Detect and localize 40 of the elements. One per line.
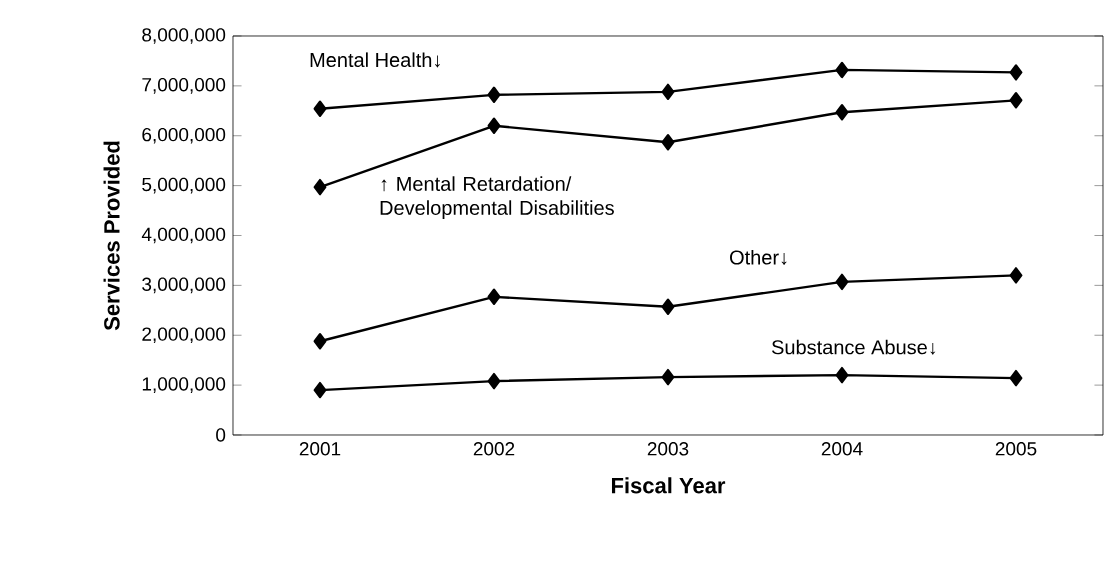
point xyxy=(835,61,849,79)
series-label: Substance Abuse↓ xyxy=(771,339,936,355)
point xyxy=(313,100,327,118)
point xyxy=(313,381,327,399)
y-tick-label: 6,000,000 xyxy=(142,127,226,144)
x-tick-label: 2003 xyxy=(647,442,689,456)
point xyxy=(487,372,501,390)
point xyxy=(661,298,675,316)
y-tick-label: 8,000,000 xyxy=(142,28,226,44)
point xyxy=(313,178,327,196)
point xyxy=(661,83,675,101)
y-tick-label: 4,000,000 xyxy=(141,227,226,244)
point xyxy=(661,134,675,151)
series-label: ↑ Mental Retardation/ Developmental Disabilities xyxy=(380,176,614,219)
x-tick-label: 2005 xyxy=(995,442,1037,456)
point xyxy=(487,86,501,104)
point xyxy=(313,333,327,350)
y-tick-label: 5,000,000 xyxy=(142,177,226,194)
x-axis-title: Fiscal Year xyxy=(611,477,726,494)
x-tick-label: 2004 xyxy=(821,442,863,456)
x-tick-label: 2001 xyxy=(299,442,341,456)
series-label: Mental Health↓ xyxy=(310,52,440,68)
y-tick-label: 2,000,000 xyxy=(142,327,226,344)
y-tick-label: 0 xyxy=(216,428,226,442)
y-tick-label: 3,000,000 xyxy=(142,277,226,294)
series-label: Other↓ xyxy=(730,249,787,265)
point xyxy=(1009,64,1023,81)
point xyxy=(1009,267,1023,284)
y-tick-label: 7,000,000 xyxy=(142,78,226,94)
y-tick-label: 1,000,000 xyxy=(142,377,226,393)
x-tick-label: 2002 xyxy=(473,442,515,456)
y-axis-title: Services Provided xyxy=(103,141,120,331)
point xyxy=(487,288,501,306)
point xyxy=(835,273,849,291)
point xyxy=(835,366,849,384)
point xyxy=(1009,369,1023,387)
point xyxy=(835,104,849,121)
point xyxy=(487,117,501,134)
point xyxy=(661,368,675,386)
point xyxy=(1009,92,1023,109)
